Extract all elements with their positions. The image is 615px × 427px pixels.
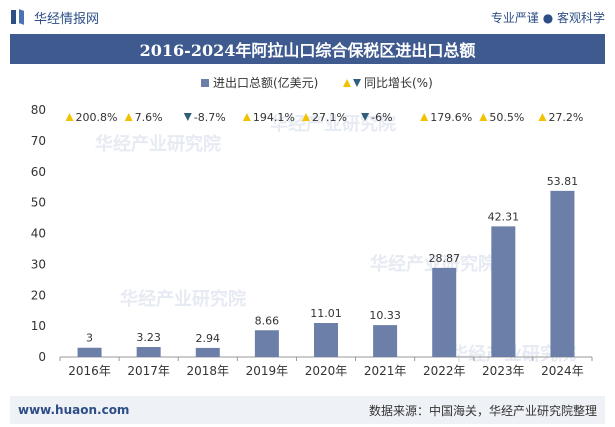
legend-down-triangle-icon [353, 79, 361, 87]
growth-label: -6% [371, 111, 392, 124]
bar[interactable] [491, 226, 516, 357]
legend-label-total: 进出口总额(亿美元) [213, 75, 318, 90]
x-tick-label: 2023年 [482, 364, 525, 378]
x-tick-label: 2017年 [127, 364, 170, 378]
y-tick-label: 40 [31, 227, 46, 241]
growth-down-triangle-icon [183, 113, 192, 121]
x-tick-label: 2019年 [246, 364, 289, 378]
watermark-text: 华经产业研究院 [95, 133, 221, 155]
y-tick-label: 10 [31, 319, 46, 333]
y-tick-label: 80 [31, 103, 46, 117]
bar[interactable] [550, 190, 575, 357]
data-label: 2.94 [196, 332, 221, 345]
growth-label: 179.6% [430, 111, 472, 124]
y-tick-label: 20 [31, 288, 46, 302]
legend-up-triangle-icon [343, 79, 351, 87]
growth-label: 7.6% [135, 111, 163, 124]
y-tick-label: 60 [31, 165, 46, 179]
bar[interactable] [373, 325, 398, 357]
y-tick-label: 70 [31, 134, 46, 148]
data-label: 10.33 [369, 309, 401, 322]
data-label: 42.31 [488, 210, 520, 223]
data-label: 11.01 [310, 307, 342, 320]
bar[interactable] [432, 267, 457, 357]
footer-url[interactable]: www.huaon.com [18, 403, 130, 417]
x-tick-label: 2022年 [423, 364, 466, 378]
y-tick-label: 30 [31, 257, 46, 271]
data-label: 28.87 [428, 252, 460, 265]
data-label: 8.66 [255, 314, 280, 327]
x-tick-label: 2018年 [187, 364, 230, 378]
growth-label: 200.8% [76, 111, 118, 124]
growth-up-triangle-icon [302, 113, 310, 121]
data-label: 3.23 [136, 331, 161, 344]
growth-up-triangle-icon [124, 113, 133, 121]
data-source: 数据来源：中国海关，华经产业研究院整理 [368, 403, 597, 418]
bar[interactable] [195, 347, 220, 357]
x-tick-label: 2021年 [364, 364, 407, 378]
bar[interactable] [136, 347, 161, 357]
watermark-text: 华经产业研究院 [120, 288, 246, 310]
bar[interactable] [254, 330, 279, 357]
growth-label: -8.7% [194, 111, 226, 124]
growth-up-triangle-icon [538, 113, 547, 121]
legend-label-growth: 同比增长(%) [364, 76, 433, 90]
chart-title: 2016-2024年阿拉山口综合保税区进出口总额 [10, 34, 605, 64]
legend-swatch-total [201, 79, 209, 87]
watermark-text: 华经产业研究院 [370, 253, 496, 275]
growth-label: 194.1% [253, 111, 295, 124]
logo-icon [10, 8, 28, 26]
brand: 华经情报网 [10, 8, 99, 27]
growth-label: 27.2% [548, 111, 583, 124]
growth-label: 50.5% [489, 111, 524, 124]
growth-up-triangle-icon [242, 113, 251, 121]
tagline: 专业严谨 ● 客观科学 [490, 10, 605, 25]
growth-up-triangle-icon [420, 113, 429, 121]
y-tick-label: 0 [38, 350, 46, 364]
x-tick-label: 2024年 [541, 364, 584, 378]
brand-name: 华经情报网 [34, 11, 100, 27]
growth-up-triangle-icon [479, 113, 488, 121]
x-tick-label: 2020年 [305, 364, 348, 378]
x-tick-label: 2016年 [68, 364, 111, 378]
y-tick-label: 50 [31, 196, 46, 210]
growth-up-triangle-icon [65, 113, 74, 121]
top-bar: 华经情报网 专业严谨 ● 客观科学 [0, 0, 615, 34]
growth-label: 27.1% [312, 111, 347, 124]
growth-down-triangle-icon [361, 113, 370, 121]
data-label: 53.81 [547, 175, 579, 188]
bar[interactable] [77, 347, 102, 357]
bar[interactable] [314, 323, 338, 357]
data-label: 3 [86, 332, 93, 345]
footer: www.huaon.com 数据来源：中国海关，华经产业研究院整理 [10, 396, 605, 424]
